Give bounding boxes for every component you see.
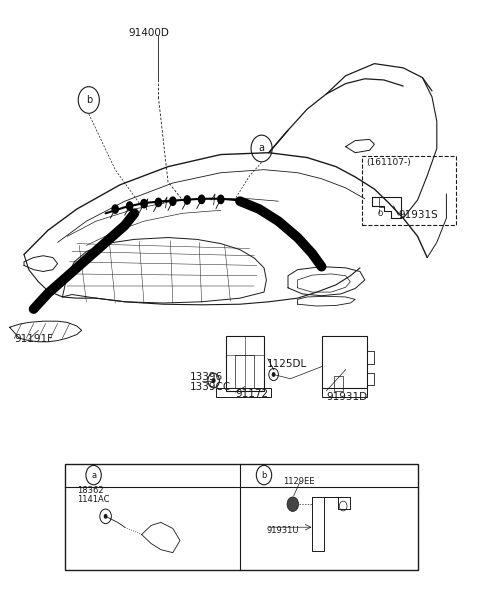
Circle shape <box>155 198 162 207</box>
Circle shape <box>104 514 108 519</box>
Circle shape <box>183 195 191 205</box>
Circle shape <box>217 195 225 204</box>
Text: a: a <box>91 471 96 479</box>
Text: 13396: 13396 <box>190 372 223 382</box>
Circle shape <box>126 201 133 211</box>
Text: b: b <box>261 471 267 479</box>
Text: (161107-): (161107-) <box>366 158 410 167</box>
Text: 91931D: 91931D <box>326 392 368 402</box>
Bar <box>362 156 456 225</box>
Text: 1125DL: 1125DL <box>266 359 307 368</box>
Text: 18362: 18362 <box>77 487 103 495</box>
Bar <box>216 388 271 397</box>
Text: b: b <box>85 95 92 105</box>
Text: 91400D: 91400D <box>128 28 169 38</box>
Text: 91931S: 91931S <box>398 210 438 220</box>
Bar <box>65 464 418 570</box>
Bar <box>235 355 254 388</box>
Bar <box>322 336 367 388</box>
Circle shape <box>140 199 148 208</box>
Bar <box>322 388 367 397</box>
Text: 1339CC: 1339CC <box>190 382 231 391</box>
Circle shape <box>111 204 119 214</box>
Text: 91172: 91172 <box>235 389 268 399</box>
Text: 1129EE: 1129EE <box>283 478 315 486</box>
Circle shape <box>212 378 216 383</box>
Circle shape <box>169 196 177 206</box>
Circle shape <box>272 372 276 377</box>
Text: 91931U: 91931U <box>266 526 299 534</box>
Text: a: a <box>259 144 264 153</box>
Circle shape <box>287 497 299 511</box>
Bar <box>226 336 264 391</box>
Bar <box>334 376 343 391</box>
Text: 91191F: 91191F <box>14 335 53 344</box>
Circle shape <box>198 195 205 204</box>
Text: 1141AC: 1141AC <box>77 496 109 504</box>
